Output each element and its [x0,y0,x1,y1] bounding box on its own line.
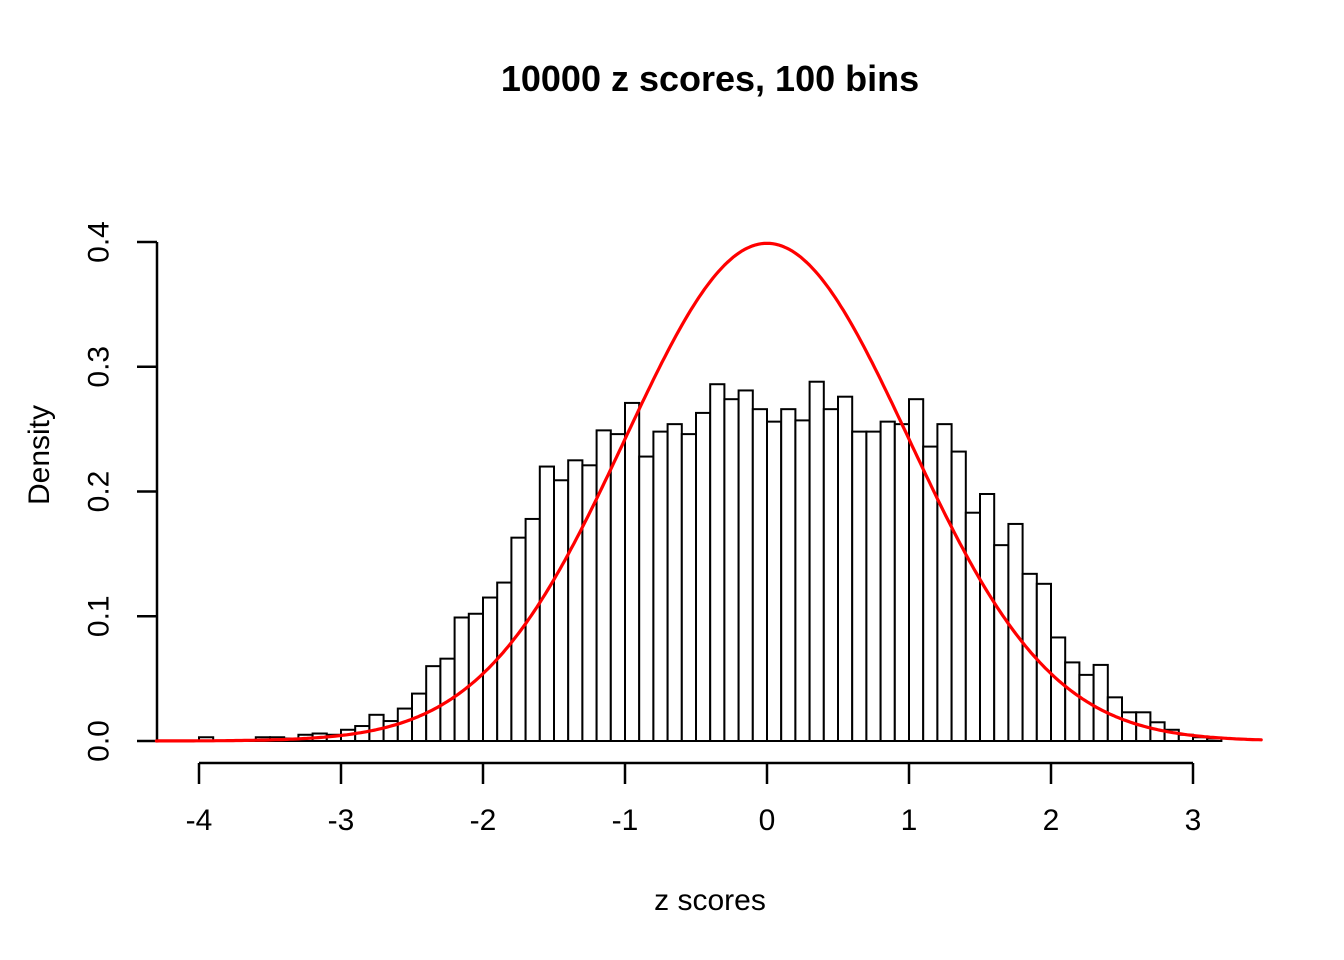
x-tick-label: 3 [1185,804,1202,837]
histogram-bar [524,517,541,742]
histogram-bar [964,511,981,743]
histogram-bar [624,401,641,742]
histogram-bar [638,455,655,742]
y-tick-label: 0.4 [83,221,116,263]
histogram-bar [794,419,811,742]
histogram-bar [893,423,910,742]
x-tick-label: -1 [612,804,639,837]
histogram-bar [709,383,726,742]
histogram-bar [1092,663,1109,743]
x-tick-label: 0 [759,804,776,837]
y-tick-label: 0.3 [83,346,116,388]
histogram-bar [538,465,555,742]
histogram-bar [979,492,996,742]
chart-title: 10000 z scores, 100 bins [500,58,920,99]
histogram-bar [609,433,626,742]
y-tick-label: 0.1 [83,595,116,637]
histogram-bar [425,665,442,743]
histogram-bar [780,408,797,742]
y-tick-label: 0.0 [83,720,116,762]
histogram-bar [993,544,1010,743]
histogram-bar [666,423,683,742]
histogram-bar [950,450,967,742]
x-tick-label: -2 [470,804,497,837]
histogram-bar [496,581,513,742]
histogram-bar [808,380,825,742]
histogram-bar [879,420,896,742]
histogram-bar [695,411,712,742]
histogram-bar [553,479,570,742]
histogram-bar [751,408,768,742]
normal-curve [154,241,1263,743]
y-tick-label: 0.2 [83,471,116,513]
histogram-bar [482,596,499,742]
x-tick-label: 2 [1043,804,1060,837]
histogram-bar [822,408,839,742]
histogram-bar [1050,636,1067,743]
histogram-bar [1121,711,1138,742]
histogram-bar [1078,673,1095,743]
histogram-bar [1064,661,1081,742]
histogram-bar [652,430,669,742]
x-tick-label: -4 [186,804,213,837]
x-tick-label: -3 [328,804,355,837]
histogram-bar [737,389,754,742]
x-tick-label: 1 [901,804,918,837]
histogram-bar [453,616,470,742]
histogram-bar [936,423,953,742]
histogram-bar [851,430,868,742]
histogram-bar [567,459,584,742]
histogram-bar [837,395,854,742]
histogram-bar [680,433,697,742]
histogram-bar [723,398,740,742]
histogram-bar [766,420,783,742]
x-axis-label: z scores [654,884,766,917]
histogram-bar [865,430,882,742]
